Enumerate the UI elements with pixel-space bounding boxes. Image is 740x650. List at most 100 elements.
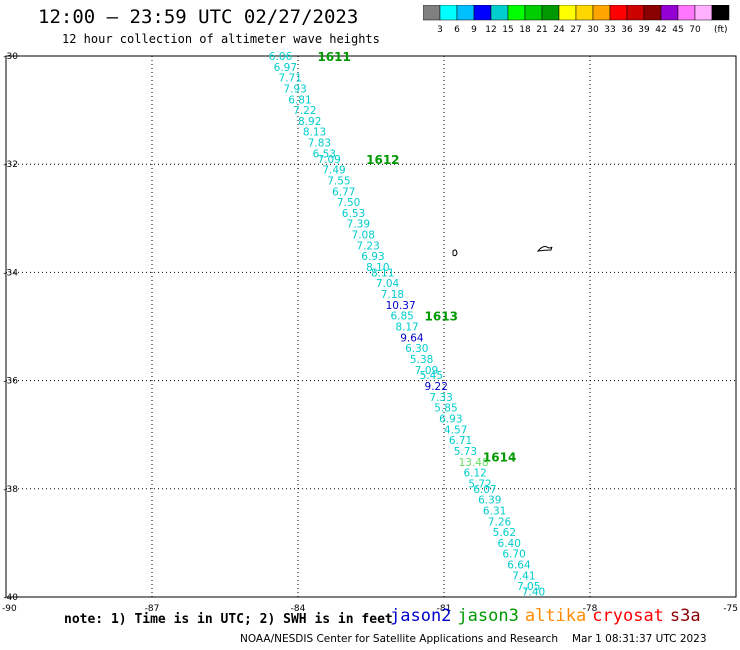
wave-height-label: 7.22	[293, 105, 316, 117]
satellite-legend-altika: altika	[524, 606, 587, 626]
wave-height-label: 6.12	[463, 468, 486, 480]
wave-height-label: 6.40	[498, 538, 521, 550]
colorbar-tick-label: 9	[471, 25, 477, 35]
page-title: 12:00 – 23:59 UTC 02/27/2023	[38, 6, 359, 28]
island-outline	[452, 249, 458, 257]
wave-height-label: 7.09	[317, 154, 340, 166]
colorbar-tick-label: 36	[621, 25, 633, 35]
wave-height-label: 5.45	[420, 370, 443, 382]
wave-height-label: 5.72	[468, 478, 491, 490]
page-subtitle: 12 hour collection of altimeter wave hei…	[62, 32, 380, 46]
lat-tick-label: -30	[3, 52, 18, 62]
colorbar-tick-label: 15	[502, 25, 513, 35]
lat-tick-label: -32	[3, 160, 18, 170]
colorbar-tick-label: 18	[519, 25, 531, 35]
wave-height-label: 6.85	[390, 311, 413, 323]
wave-height-label: 8.92	[298, 116, 321, 128]
wave-height-label: 4.57	[444, 424, 467, 436]
wave-height-label: 8.13	[303, 127, 326, 139]
colorbar-tick-label: 24	[553, 25, 565, 35]
wave-height-label: 7.71	[279, 73, 302, 85]
wave-height-label: 5.85	[434, 403, 457, 415]
wave-height-label: 7.55	[327, 175, 350, 187]
wave-height-label: 6.06	[269, 51, 293, 63]
satellite-legend: jason2 jason3 altika cryosat s3a	[390, 606, 707, 626]
footer: NOAA/NESDIS Center for Satellite Applica…	[240, 633, 707, 645]
wave-height-label: 13.48	[459, 457, 489, 469]
colorbar-tick-label: 30	[587, 25, 599, 35]
units-note: note: 1) Time is in UTC; 2) SWH is in fe…	[64, 612, 393, 627]
colorbar-tick-label: 39	[638, 25, 650, 35]
colorbar-tick-label: 42	[655, 25, 666, 35]
lat-tick-label: -36	[3, 377, 18, 387]
satellite-legend-jason3: jason3	[457, 606, 519, 626]
colorbar-tick-label: 70	[689, 25, 701, 35]
wave-height-label: 7.26	[488, 516, 512, 528]
colorbar-tick-label: 12	[485, 25, 496, 35]
wave-height-label: 7.33	[429, 392, 452, 404]
colorbar-tick-label: 21	[536, 25, 547, 35]
wave-height-label: 9.22	[425, 381, 448, 393]
wave-height-label: 9.64	[400, 332, 424, 344]
wave-height-label: 7.23	[356, 240, 379, 252]
wave-height-label: 7.08	[352, 230, 375, 242]
wave-height-label: 7.18	[381, 289, 404, 301]
wave-height-label: 6.64	[507, 560, 531, 572]
wave-height-label: 6.53	[342, 208, 365, 220]
satellite-legend-jason2: jason2	[390, 606, 452, 626]
wave-height-label: 7.40	[522, 587, 545, 599]
wave-height-label: 6.81	[288, 94, 311, 106]
wave-height-label: 6.07	[473, 484, 496, 496]
lon-tick-label: -78	[583, 604, 598, 614]
wave-height-label: 8.17	[395, 322, 418, 334]
wave-height-label: 5.38	[410, 354, 433, 366]
footer-timestamp: Mar 1 08:31:37 UTC 2023	[572, 633, 707, 645]
wave-height-label: 5.62	[493, 527, 516, 539]
colorbar-tick-label: 33	[604, 25, 615, 35]
colorbar-unit: (ft)	[714, 25, 728, 35]
wave-height-label: 7.41	[512, 570, 535, 582]
wave-height-label: 7.04	[376, 278, 400, 290]
lat-tick-label: -38	[3, 485, 18, 495]
colorbar-tick-label: 6	[454, 25, 460, 35]
wave-height-label: 6.71	[449, 435, 472, 447]
wave-height-label: 6.77	[332, 186, 355, 198]
wave-height-label: 6.93	[439, 413, 462, 425]
satellite-legend-cryosat: cryosat	[592, 606, 664, 626]
wave-height-label: 6.53	[313, 148, 336, 160]
island-outline	[536, 246, 553, 252]
footer-credit: NOAA/NESDIS Center for Satellite Applica…	[240, 633, 558, 645]
pass-number-label: 1612	[366, 153, 399, 167]
wave-height-label: 6.39	[478, 495, 501, 507]
lon-tick-label: -90	[2, 604, 17, 614]
lon-tick-label: -75	[723, 604, 738, 614]
colorbar-legend: 3 6 9 12 15 18 21 24 27 30 33 36 39 42 45 70 (ft)	[423, 5, 730, 35]
wave-height-label: 6.70	[502, 549, 525, 561]
wave-height-label: 6.97	[274, 62, 297, 74]
wave-height-label: 5.73	[454, 446, 477, 458]
colorbar-swatch	[711, 5, 730, 21]
colorbar-tick-label: 45	[672, 25, 683, 35]
lat-tick-label: -40	[3, 593, 18, 603]
wave-height-label: 6.31	[483, 505, 506, 517]
wave-height-label: 7.05	[517, 581, 540, 593]
colorbar-tick-label: 27	[570, 25, 581, 35]
wave-height-label: 7.09	[415, 365, 438, 377]
wave-height-label: 7.83	[308, 138, 331, 150]
pass-number-label: 1611	[317, 50, 350, 64]
wave-height-label: 8.11	[371, 267, 394, 279]
lat-tick-label: -34	[3, 268, 18, 278]
wave-height-label: 10.37	[386, 300, 416, 312]
wave-height-label: 7.50	[337, 197, 360, 209]
wave-height-label: 6.93	[361, 251, 384, 263]
lon-tick-label: -87	[145, 604, 160, 614]
pass-number-label: 1614	[483, 450, 516, 464]
satellite-legend-s3a: s3a	[669, 606, 701, 626]
wave-height-label: 7.93	[283, 83, 306, 95]
wave-height-label: 7.49	[322, 165, 345, 177]
colorbar-tick-label: 3	[437, 25, 443, 35]
lon-tick-label: -84	[291, 604, 306, 614]
lon-tick-label: -81	[437, 604, 452, 614]
pass-number-label: 1613	[425, 310, 458, 324]
